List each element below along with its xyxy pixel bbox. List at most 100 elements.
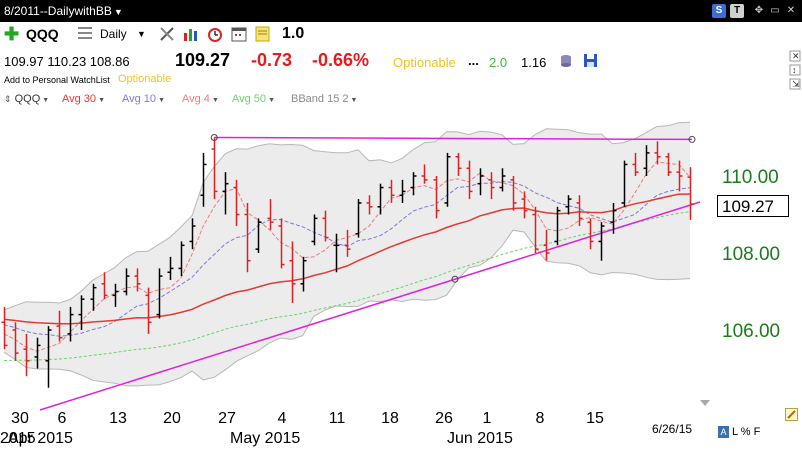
legend-symbol[interactable]: ⇕ QQQ ▼: [4, 93, 50, 105]
month-label: Jun 2015: [447, 430, 513, 447]
indicators-icon[interactable]: [182, 25, 200, 43]
ohlc-bar: [388, 179, 395, 203]
price-change: -0.73: [251, 50, 293, 70]
s-button[interactable]: S: [712, 4, 726, 18]
ohlc-bar: [355, 199, 362, 238]
add-to-watchlist-link[interactable]: Add to Personal WatchList: [4, 75, 110, 85]
last-price-tag-box: [717, 195, 789, 217]
ohlc-bar: [466, 160, 473, 200]
optionable-link[interactable]: Optionable: [393, 55, 456, 70]
ohlc-bar: [233, 179, 240, 227]
pencil-icon[interactable]: [785, 408, 798, 421]
ohlc-bar: [410, 172, 417, 196]
side-icons[interactable]: ✕ ↕ ⇲: [789, 50, 801, 90]
ohlc-bar: [510, 176, 517, 211]
title-bar: 8/2011--DailywithBB ▼ S T ✥ ▭ ✕: [0, 0, 802, 22]
add-symbol-icon[interactable]: ✚: [4, 24, 20, 44]
legend-symbol-label: QQQ: [14, 93, 41, 105]
scroll-down-icon[interactable]: [700, 400, 710, 406]
last-price-tag: 109.27: [722, 197, 774, 216]
ohlc-bar: [222, 172, 229, 215]
period-select[interactable]: Daily: [100, 27, 127, 41]
ohlc-bar: [665, 152, 672, 176]
svg-text:↕: ↕: [792, 65, 797, 75]
note-icon[interactable]: [254, 25, 272, 43]
minimize-icon[interactable]: ▭: [770, 5, 780, 16]
ohlc-bar: [90, 283, 97, 311]
optionable-label[interactable]: Optionable: [118, 73, 172, 85]
compare-value[interactable]: 1.0: [282, 25, 305, 42]
date-tick-label: 30: [11, 410, 29, 427]
date-tick-label: 1: [483, 410, 492, 427]
symbol-field[interactable]: QQQ: [26, 26, 59, 42]
tools-icon[interactable]: [158, 25, 176, 43]
svg-text:⇲: ⇲: [792, 79, 800, 89]
list-icon[interactable]: [78, 24, 92, 44]
ohlc-bar: [12, 322, 19, 361]
value-a: 2.0: [489, 55, 508, 70]
ohlc-bar: [78, 295, 85, 330]
avg30-line: [3, 193, 690, 325]
more-link[interactable]: ...: [468, 53, 479, 68]
legend-avg30-label: Avg 30: [62, 93, 97, 105]
ohlc-bar: [145, 287, 152, 334]
move-icon[interactable]: ✥: [754, 5, 764, 16]
ohlc-bar: [521, 191, 528, 219]
title-dropdown-icon[interactable]: ▼: [113, 7, 123, 17]
ohlc-bar: [632, 152, 639, 176]
ohlc-bar: [610, 202, 617, 234]
date-tick-label: 4: [278, 410, 287, 427]
calendar-icon[interactable]: [230, 25, 248, 43]
date-tick-label: 15: [586, 410, 604, 427]
date-tick-label: 27: [218, 410, 236, 427]
ohlc-bar: [444, 152, 451, 207]
legend-avg4[interactable]: Avg 4 ▼: [182, 93, 219, 105]
trendline-handle-mid[interactable]: [451, 275, 459, 283]
ohlc-bar: [565, 195, 572, 215]
period-dropdown-icon[interactable]: ▼: [137, 29, 146, 39]
ohlc-bar: [267, 199, 274, 230]
ohlc-bar: [377, 183, 384, 215]
ohlc-bar: [189, 218, 196, 250]
trendline-handle-right[interactable]: [688, 135, 696, 143]
ohlc-bar: [255, 218, 262, 253]
date-tick-label: 18: [381, 410, 399, 427]
ohlc-bar: [322, 210, 329, 242]
ohlc-bar: [178, 241, 185, 277]
legend-bband[interactable]: BBand 15 2 ▼: [291, 93, 358, 105]
ohlc-bar: [123, 268, 130, 296]
bollinger-lower-line: [3, 229, 691, 387]
ohlc-bar: [1, 306, 8, 350]
date-tick-label: 11: [329, 410, 346, 427]
legend-avg10[interactable]: Avg 10 ▼: [122, 93, 165, 105]
auto-scale-icon[interactable]: A: [718, 426, 729, 438]
t-button[interactable]: T: [730, 4, 744, 18]
ohlc-bar: [134, 268, 141, 292]
save-icon[interactable]: [583, 53, 598, 68]
legend-avg50[interactable]: Avg 50 ▼: [232, 93, 275, 105]
ohlc-bar: [543, 229, 550, 261]
ohlc-bar: [112, 283, 119, 307]
resistance-trendline[interactable]: [214, 136, 693, 141]
ohlc-bar: [687, 167, 694, 220]
window-title[interactable]: 8/2011--DailywithBB ▼: [4, 4, 123, 18]
alarm-clock-icon[interactable]: [206, 25, 224, 43]
ohlc-bar: [333, 233, 340, 273]
database-icon[interactable]: [559, 54, 573, 68]
legend-avg30[interactable]: Avg 30 ▼: [62, 93, 105, 105]
avg50-line: [3, 211, 691, 361]
ohlc-bar: [421, 164, 428, 184]
ohlc-bar: [156, 268, 163, 319]
ohlc-bar: [554, 206, 561, 246]
month-label-overlap: 2015: [0, 430, 36, 447]
chart-legend: ⇕ QQQ ▼ Avg 30 ▼ Avg 10 ▼ Avg 4 ▼ Avg 50 ▼ BB…: [0, 90, 720, 108]
ohlc-bar: [200, 152, 207, 207]
close-icon[interactable]: ✕: [786, 5, 796, 16]
ohlc-bar: [587, 218, 594, 250]
price-change-percent: -0.66%: [312, 50, 370, 70]
ohl-values: 109.97 110.23 108.86: [4, 54, 130, 69]
ohlc-bar: [643, 145, 650, 176]
